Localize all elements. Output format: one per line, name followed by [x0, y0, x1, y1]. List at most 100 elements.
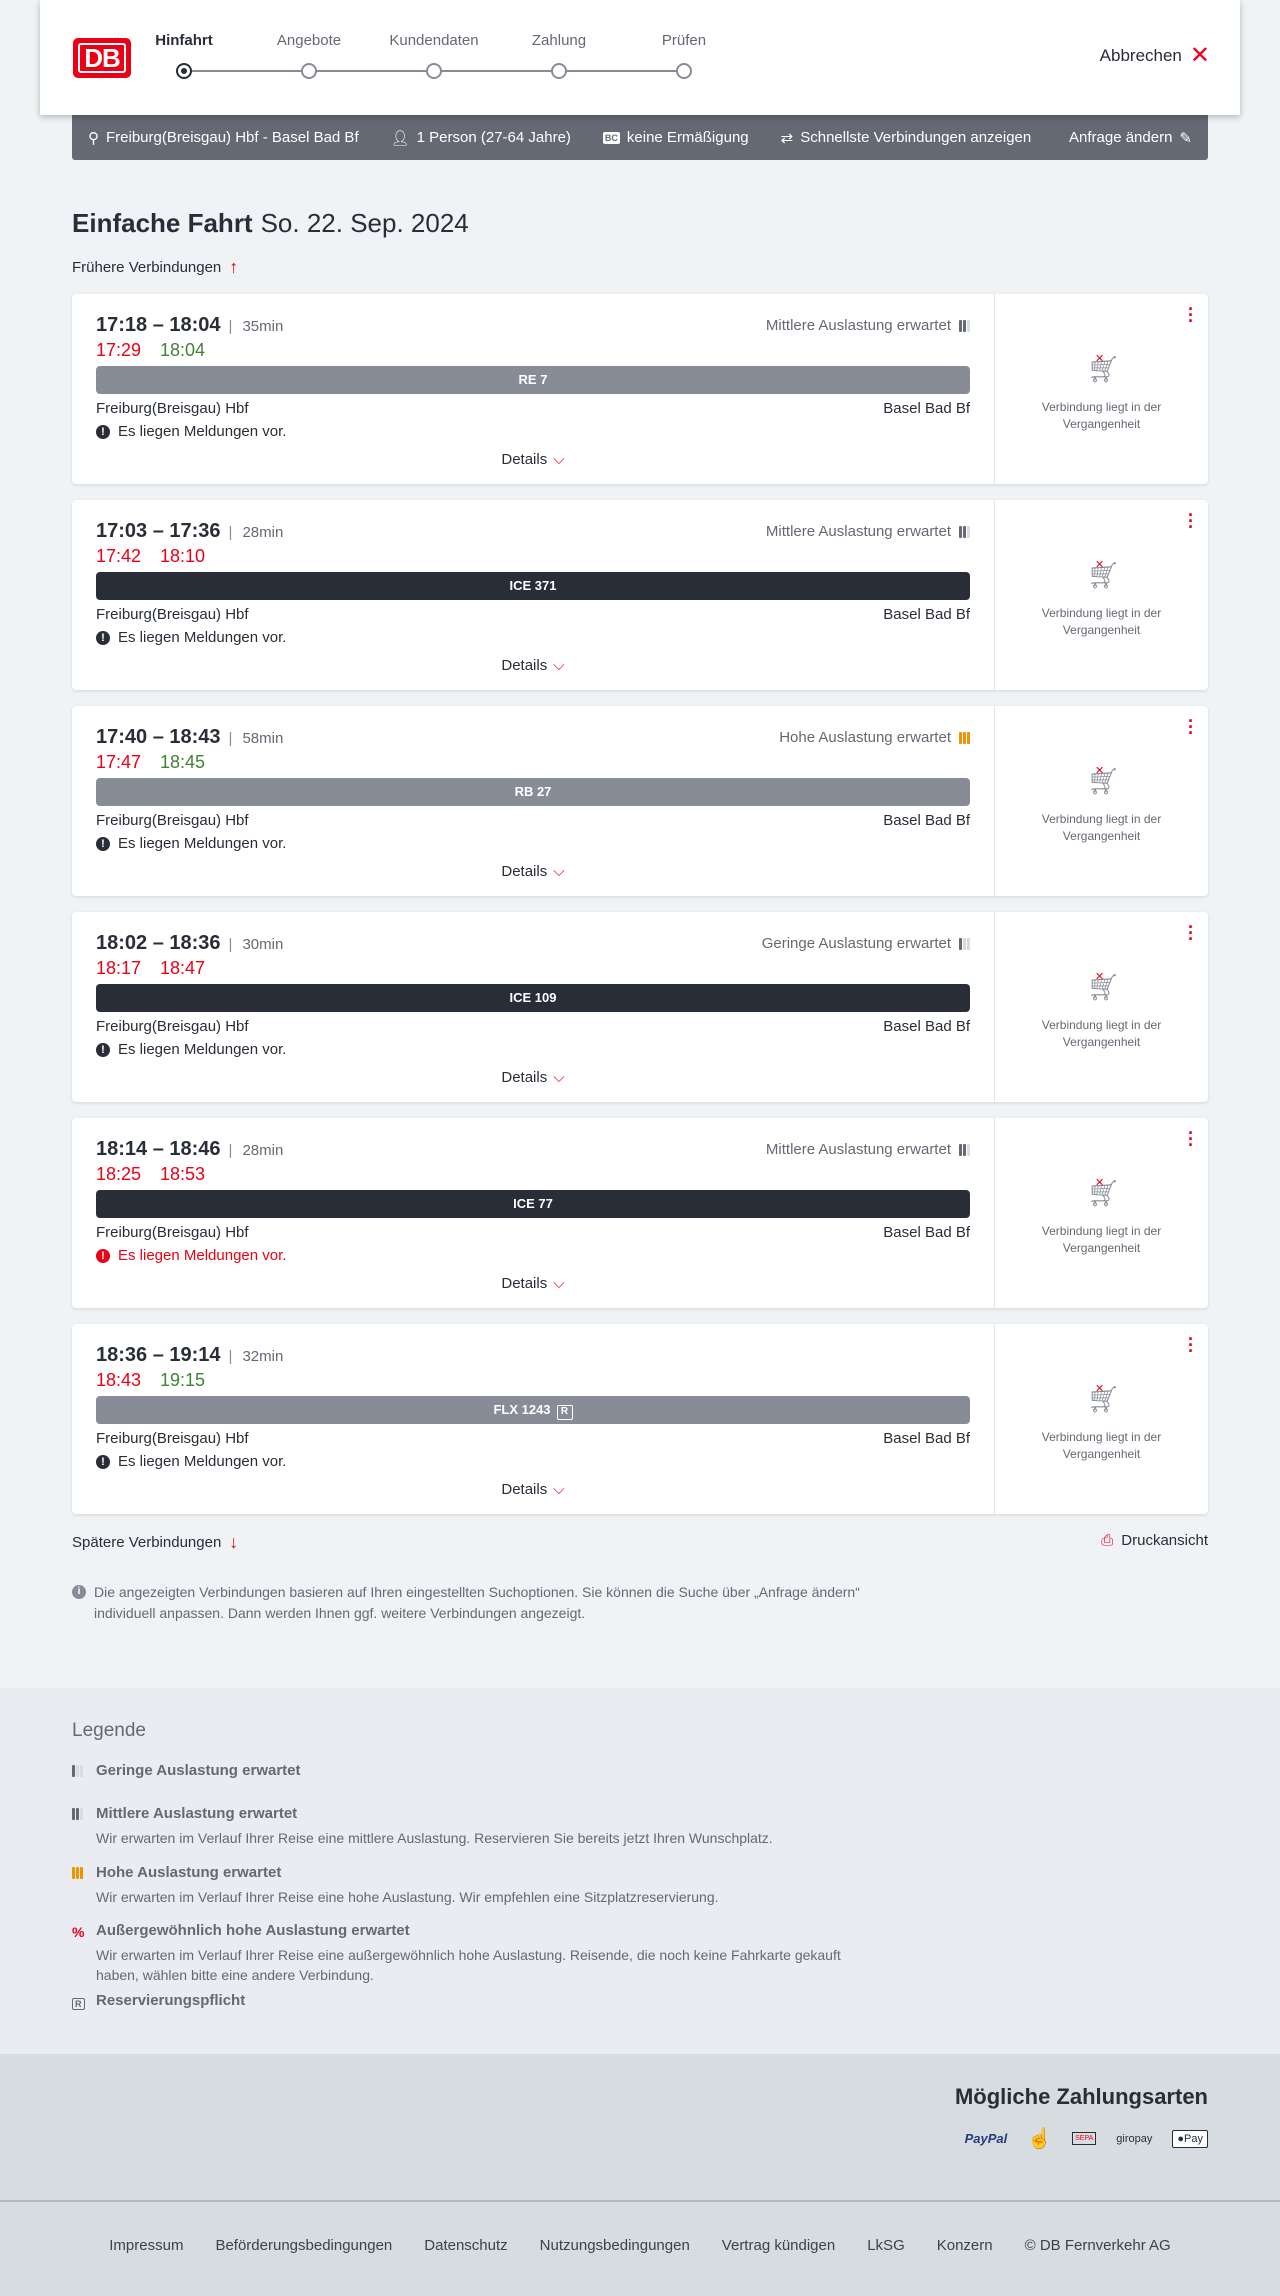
planned-times: 18:02 – 18:3630min [96, 932, 283, 955]
messages-notice: ! Es liegen Meldungen vor. [96, 1247, 286, 1264]
earlier-connections-link[interactable]: Frühere Verbindungen ↑ [72, 257, 239, 277]
offer-panel: · · · 🛒︎ ✕ Verbindung liegt in der Vergange… [994, 1118, 1208, 1308]
more-options-icon[interactable]: · · · [1188, 711, 1194, 743]
more-options-icon[interactable]: · · · [1188, 505, 1194, 537]
step-label: Kundendaten [389, 32, 479, 49]
details-toggle[interactable]: Details ⌵ [501, 863, 565, 880]
train-segment-bar[interactable]: ICE 371 [96, 572, 970, 600]
planned-times: 18:36 – 19:1432min [96, 1344, 283, 1367]
footer: Impressum Beförderungsbedingungen Datensch… [0, 2200, 1280, 2296]
location-pin-icon: ⚲ [88, 129, 99, 147]
step-dot[interactable] [551, 63, 567, 79]
footer-link[interactable]: Nutzungsbedingungen [539, 2237, 690, 2254]
connection-card[interactable]: 17:03 – 17:3628min Mittlere Auslastung e… [72, 500, 1208, 690]
details-toggle[interactable]: Details ⌵ [501, 1275, 565, 1292]
travellers-summary: 👤︎ 1 Person (27-64 Jahre) [390, 129, 571, 147]
offer-panel: · · · 🛒︎ ✕ Verbindung liegt in der Vergange… [994, 706, 1208, 896]
cancel-button[interactable]: Abbrechen ✕ [1099, 42, 1210, 69]
footer-link[interactable]: Impressum [109, 2237, 184, 2254]
cart-unavailable-icon: 🛒︎ ✕ [1087, 559, 1121, 590]
more-options-icon[interactable]: · · · [1188, 1123, 1194, 1155]
realtime-arrival: 19:15 [160, 1370, 206, 1390]
paypal-icon: PayPal [964, 2131, 1008, 2146]
realtime-arrival: 18:10 [160, 546, 206, 566]
occupancy-indicator: Hohe Auslastung erwartet [779, 729, 970, 746]
info-note: i Die angezeigten Verbindungen basieren a… [72, 1582, 872, 1624]
planned-times: 17:18 – 18:0435min [96, 314, 283, 337]
duration: 58min [229, 730, 284, 747]
details-toggle[interactable]: Details ⌵ [501, 1069, 565, 1086]
footer-link[interactable]: Beförderungsbedingungen [215, 2237, 393, 2254]
info-icon: i [72, 1585, 86, 1599]
legend-title: Legende [72, 1720, 146, 1741]
footer-link[interactable]: © DB Fernverkehr AG [1024, 2237, 1171, 2254]
train-segment-bar[interactable]: RE 7 [96, 366, 970, 394]
messages-notice: ! Es liegen Meldungen vor. [96, 1041, 286, 1058]
destination-station: Basel Bad Bf [883, 812, 970, 829]
edit-search-button[interactable]: Anfrage ändern ✎ [1069, 129, 1192, 147]
cart-unavailable-icon: 🛒︎ ✕ [1087, 1177, 1121, 1208]
print-view-link[interactable]: ⎙ Druckansicht [1101, 1532, 1208, 1549]
realtime-departure: 18:17 [96, 958, 142, 978]
connection-card[interactable]: 18:02 – 18:3630min Geringe Auslastung er… [72, 912, 1208, 1102]
travel-date: So. 22. Sep. 2024 [260, 208, 469, 238]
fastest-option: ⇄ Schnellste Verbindungen anzeigen [780, 129, 1032, 147]
chevron-down-icon: ⌵ [553, 451, 565, 468]
train-segment-bar[interactable]: ICE 109 [96, 984, 970, 1012]
later-connections-link[interactable]: Spätere Verbindungen ↓ [72, 1532, 239, 1552]
train-segment-bar[interactable]: FLX 1243 R [96, 1396, 970, 1424]
more-options-icon[interactable]: · · · [1188, 917, 1194, 949]
person-icon: 👤︎ [390, 129, 410, 147]
footer-link[interactable]: Datenschutz [424, 2237, 508, 2254]
chevron-down-icon: ⌵ [553, 863, 565, 880]
low-occupancy-icon [72, 1764, 83, 1777]
step-dot[interactable] [301, 63, 317, 79]
realtime-departure: 17:47 [96, 752, 142, 772]
chevron-down-icon: ⌵ [553, 1069, 565, 1086]
connection-card[interactable]: 17:40 – 18:4358min Hohe Auslastung erwar… [72, 706, 1208, 896]
connection-card[interactable]: 17:18 – 18:0435min Mittlere Auslastung e… [72, 294, 1208, 484]
train-segment-bar[interactable]: RB 27 [96, 778, 970, 806]
more-options-icon[interactable]: · · · [1188, 299, 1194, 331]
past-connection-status: Verbindung liegt in der Vergangenheit [1041, 606, 1162, 637]
step-dot[interactable] [426, 63, 442, 79]
details-toggle[interactable]: Details ⌵ [501, 451, 565, 468]
more-options-icon[interactable]: · · · [1188, 1329, 1194, 1361]
details-toggle[interactable]: Details ⌵ [501, 657, 565, 674]
pencil-icon: ✎ [1179, 129, 1192, 147]
destination-station: Basel Bad Bf [883, 400, 970, 417]
credit-card-icon: ☝ [1027, 2128, 1053, 2150]
legend-item: Geringe Auslastung erwartet [72, 1762, 872, 1779]
destination-station: Basel Bad Bf [883, 1018, 970, 1035]
duration: 30min [229, 936, 284, 953]
step-dot[interactable] [676, 63, 692, 79]
bahncard-icon: BC [602, 131, 620, 144]
connection-card[interactable]: 18:14 – 18:4628min Mittlere Auslastung e… [72, 1118, 1208, 1308]
details-toggle[interactable]: Details ⌵ [501, 1481, 565, 1498]
destination-station: Basel Bad Bf [883, 1224, 970, 1241]
footer-link[interactable]: LkSG [867, 2237, 905, 2254]
planned-times: 18:14 – 18:4628min [96, 1138, 283, 1161]
occupancy-icon [959, 731, 970, 744]
footer-link[interactable]: Konzern [936, 2237, 993, 2254]
alert-icon: ! [96, 1248, 110, 1263]
train-segment-bar[interactable]: ICE 77 [96, 1190, 970, 1218]
connection-card[interactable]: 18:36 – 19:1432min 18:43 19:15 FLX 1243R… [72, 1324, 1208, 1514]
db-logo[interactable]: DB [73, 38, 131, 78]
chevron-down-icon: ⌵ [553, 1275, 565, 1292]
exceptional-occupancy-icon: % [72, 1924, 85, 1940]
origin-station: Freiburg(Breisgau) Hbf [96, 606, 249, 623]
legend-item: % Außergewöhnlich hohe Auslastung erwarte… [72, 1922, 841, 1983]
occupancy-icon [959, 319, 970, 332]
origin-station: Freiburg(Breisgau) Hbf [96, 1018, 249, 1035]
past-connection-status: Verbindung liegt in der Vergangenheit [1041, 1018, 1162, 1049]
messages-notice: ! Es liegen Meldungen vor. [96, 835, 286, 852]
search-summary-bar: ⚲ Freiburg(Breisgau) Hbf - Basel Bad Bf 👤… [72, 115, 1208, 160]
footer-link[interactable]: Vertrag kündigen [721, 2237, 836, 2254]
reservation-required-icon: R [556, 1405, 573, 1420]
realtime-departure: 18:25 [96, 1164, 142, 1184]
occupancy-indicator: Mittlere Auslastung erwartet [766, 523, 970, 540]
step-dot[interactable] [176, 63, 192, 79]
past-connection-status: Verbindung liegt in der Vergangenheit [1041, 1224, 1162, 1255]
sepa-icon: SEPA [1072, 2132, 1097, 2145]
